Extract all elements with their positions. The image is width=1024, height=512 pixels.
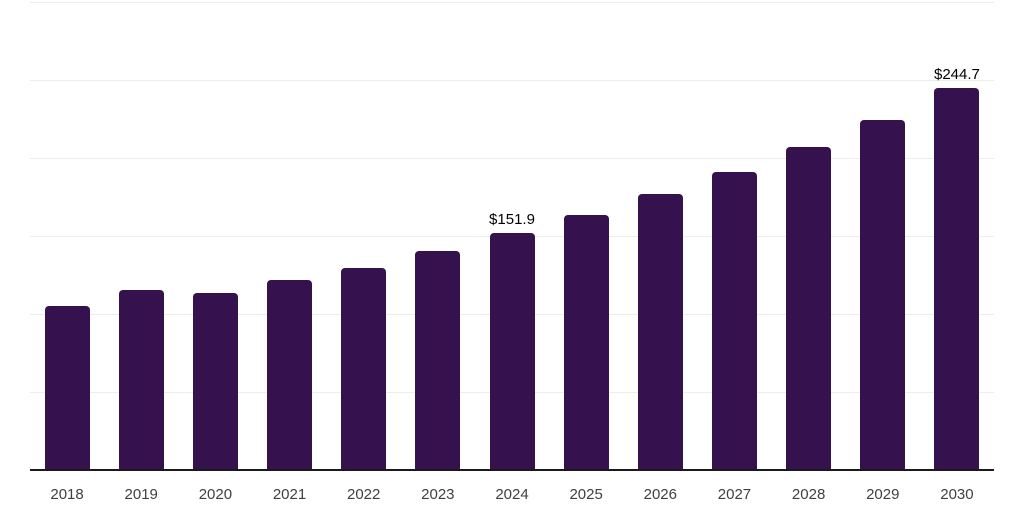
x-tick-label-2018: 2018 bbox=[50, 486, 84, 503]
x-tick-label-2021: 2021 bbox=[272, 486, 307, 503]
x-tick-label-2023: 2023 bbox=[421, 486, 455, 503]
x-tick-label-2024: 2024 bbox=[495, 486, 529, 503]
x-axis-line bbox=[30, 469, 994, 471]
gridline-300 bbox=[30, 2, 994, 3]
x-tick-label-2025: 2025 bbox=[569, 486, 603, 503]
bar-2022 bbox=[341, 267, 387, 470]
bar-2024 bbox=[489, 233, 535, 470]
x-tick-label-2030: 2030 bbox=[940, 486, 974, 503]
bar-2018 bbox=[44, 305, 90, 470]
x-tick-label-2028: 2028 bbox=[791, 486, 826, 503]
gridline-250 bbox=[30, 80, 994, 81]
x-tick-label-2029: 2029 bbox=[866, 486, 900, 503]
value-label-2030: $244.7 bbox=[933, 66, 980, 84]
bar-2019 bbox=[118, 289, 164, 470]
bar-2029 bbox=[860, 119, 906, 470]
bar-2030 bbox=[934, 88, 980, 470]
x-tick-label-2020: 2020 bbox=[198, 486, 233, 503]
x-tick-label-2022: 2022 bbox=[347, 486, 381, 503]
bar-2023 bbox=[415, 251, 461, 470]
bar-2025 bbox=[563, 214, 609, 470]
bar-2026 bbox=[637, 193, 683, 470]
bar-2021 bbox=[267, 279, 313, 470]
bar-2020 bbox=[192, 293, 238, 470]
bar-2027 bbox=[711, 172, 757, 470]
x-tick-label-2026: 2026 bbox=[643, 486, 677, 503]
gridline-200 bbox=[30, 158, 994, 159]
bar-2028 bbox=[786, 146, 832, 470]
value-label-2024: $151.9 bbox=[489, 211, 535, 229]
x-tick-label-2027: 2027 bbox=[717, 486, 752, 503]
x-tick-label-2019: 2019 bbox=[124, 486, 158, 503]
